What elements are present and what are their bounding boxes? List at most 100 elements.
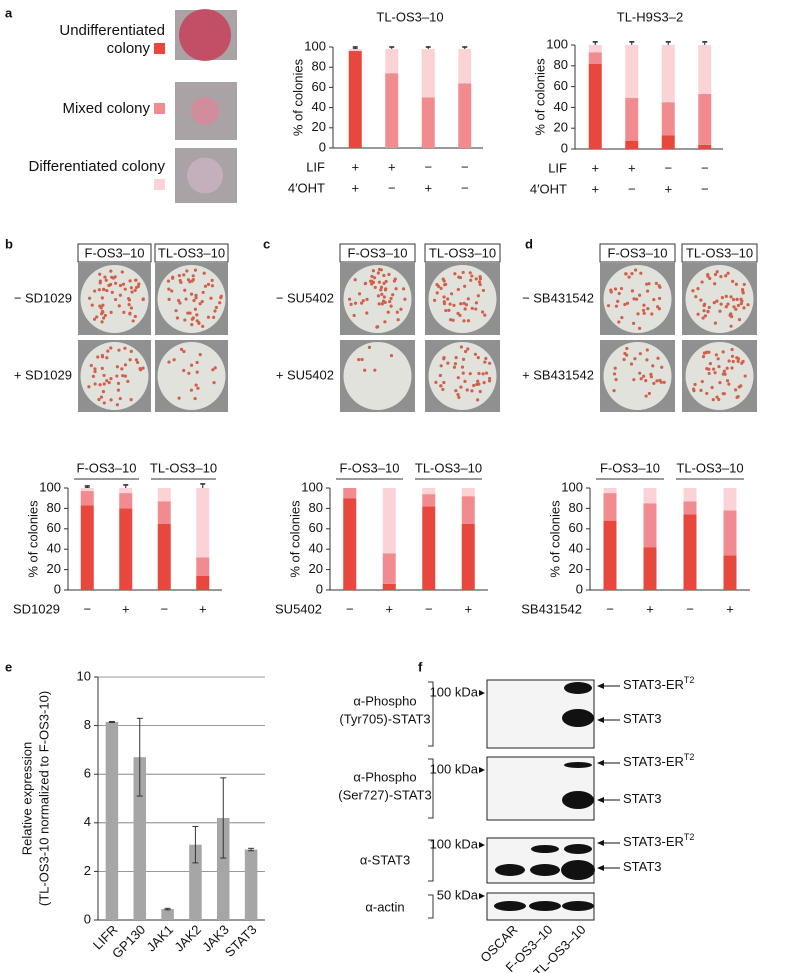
colony-spot [177, 298, 181, 303]
colony-spot [104, 278, 108, 282]
colony-spot [734, 282, 738, 286]
y-tick-label: 40 [554, 99, 568, 114]
band-label: STAT3 [623, 791, 662, 806]
colony-spot [721, 392, 725, 396]
bar-segment [683, 514, 697, 590]
colony-spot [473, 352, 478, 356]
colony-spot [647, 282, 651, 286]
category-label: + [351, 180, 359, 195]
colony-spot [448, 302, 452, 306]
colony-spot [102, 287, 106, 291]
category-label: + [199, 601, 207, 616]
colony-spot [93, 382, 97, 386]
colony-spot [633, 268, 638, 272]
colony-spot [476, 398, 480, 402]
colony-spot [456, 376, 460, 380]
colony-spot [88, 296, 92, 300]
colony-spot [121, 282, 126, 286]
y-tick-label: 40 [309, 541, 323, 556]
blot-row-label: α-Phospho [353, 693, 416, 708]
colony-spot [128, 311, 132, 315]
legend-label: Differentiated colony [28, 158, 165, 175]
colony-spot [95, 315, 99, 319]
colony-spot [707, 371, 711, 376]
colony-spot [115, 403, 119, 407]
colony-spot [353, 278, 357, 282]
colony-spot [741, 359, 745, 364]
colony-spot [120, 367, 124, 371]
bar-segment [382, 488, 396, 554]
colony-spot [123, 363, 128, 367]
colony-spot [113, 297, 118, 302]
bar-segment [625, 45, 639, 99]
colony-spot [459, 302, 463, 306]
blot-bracket [428, 758, 434, 819]
plate-header: F-OS3–10 [85, 245, 145, 260]
colony-spot [645, 348, 649, 352]
colony-spot [463, 284, 467, 288]
colony-spot [399, 307, 403, 311]
colony-photo [191, 97, 219, 125]
colony-spot [100, 296, 104, 300]
y-tick-label: 60 [569, 520, 583, 535]
plate-photo [428, 265, 497, 333]
y-tick-label: 80 [312, 59, 326, 74]
colony-spot [182, 368, 186, 373]
colony-spot [659, 380, 663, 384]
colony-spot [715, 395, 719, 399]
colony-spot [109, 398, 113, 402]
category-row-label: SD1029 [13, 601, 60, 616]
y-tick-label: 100 [301, 479, 323, 494]
band-arrowhead [597, 760, 604, 766]
colony-spot [720, 295, 724, 300]
colony-spot [711, 398, 715, 402]
colony-spot [133, 314, 137, 319]
bar-segment [698, 144, 712, 149]
bar-segment [625, 140, 639, 149]
category-label: + [464, 601, 472, 616]
colony-spot [133, 288, 137, 292]
colony-spot [742, 282, 746, 287]
group-label: F-OS3–10 [340, 460, 400, 475]
colony-spot [470, 274, 474, 278]
colony-spot [613, 287, 618, 291]
colony-spot [193, 268, 198, 272]
colony-spot [657, 296, 662, 301]
colony-spot [647, 391, 651, 396]
colony-spot [620, 315, 624, 320]
colony-spot [206, 282, 211, 286]
colony-spot [177, 396, 181, 400]
category-label: − [701, 181, 709, 196]
bar-segment [461, 523, 475, 590]
colony-spot [367, 345, 372, 350]
colony-spot [612, 372, 617, 376]
y-tick-label: 6 [84, 766, 91, 781]
colony-spot [715, 270, 719, 274]
colony-spot [459, 385, 463, 389]
blot-band [562, 901, 594, 911]
colony-spot [442, 295, 446, 299]
colony-spot [372, 276, 377, 280]
category-label: + [351, 159, 359, 174]
y-tick-label: 0 [319, 139, 326, 154]
bar-segment [643, 503, 657, 548]
colony-spot [457, 395, 461, 400]
category-label: − [424, 159, 432, 174]
bar-segment [348, 49, 362, 52]
size-marker: 100 kDa [430, 761, 479, 776]
plate-photo [343, 342, 412, 410]
bar [105, 721, 119, 920]
colony-spot [435, 291, 439, 295]
colony-spot [463, 379, 467, 383]
colony-spot [129, 286, 133, 290]
colony-spot [707, 305, 711, 310]
bar [216, 817, 230, 920]
size-marker-arrow [479, 690, 485, 696]
colony-spot [627, 275, 631, 279]
colony-spot [141, 366, 145, 370]
colony-spot [632, 321, 636, 325]
colony-spot [187, 371, 191, 375]
colony-spot [190, 322, 194, 327]
colony-spot [739, 302, 743, 306]
colony-spot [619, 286, 624, 291]
